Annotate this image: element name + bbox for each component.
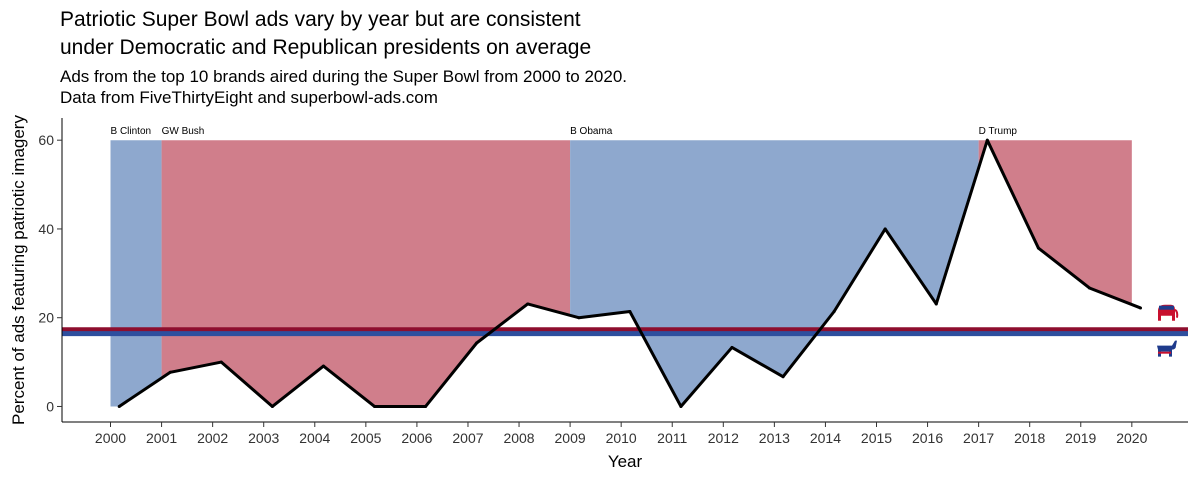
x-tick-label: 2000 [95, 430, 126, 446]
x-tick-label: 2009 [555, 430, 586, 446]
republican-elephant-icon [1158, 304, 1179, 321]
presidency-bands [110, 140, 1132, 407]
x-tick-label: 2015 [861, 430, 892, 446]
data-point [373, 404, 377, 408]
data-point [424, 404, 428, 408]
data-point [117, 404, 121, 408]
data-point [219, 360, 223, 364]
x-tick-label: 2014 [810, 430, 841, 446]
data-point [985, 138, 989, 142]
data-point [1139, 306, 1143, 310]
presidency-band-2 [570, 140, 979, 405]
y-axis-title: Percent of ads featuring patriotic image… [9, 115, 28, 425]
x-tick-label: 2011 [657, 430, 687, 446]
data-point [628, 309, 632, 313]
x-tick-label: 2019 [1065, 430, 1096, 446]
x-tick-label: 2005 [350, 430, 381, 446]
x-tick-label: 2020 [1116, 430, 1147, 446]
data-point [934, 302, 938, 306]
chart-subtitle: Ads from the top 10 brands aired during … [60, 67, 628, 107]
axes: 0 20 40 60 2000 2001 2002 2003 2004 2005 2006 2007 2… [38, 118, 1188, 446]
data-point [577, 316, 581, 320]
presidency-label-3: D Trump [979, 126, 1018, 137]
data-point [1036, 246, 1040, 250]
data-point [270, 404, 274, 408]
party-icons [1157, 304, 1179, 357]
data-point [781, 375, 785, 379]
presidency-band-1 [161, 140, 571, 407]
x-tick-label: 2008 [503, 430, 534, 446]
x-tick-label: 2006 [401, 430, 432, 446]
chart-title: Patriotic Super Bowl ads vary by year bu… [60, 8, 592, 59]
x-tick-label: 2001 [146, 430, 177, 446]
y-tick-label: 40 [38, 221, 54, 237]
presidency-band-0 [110, 140, 162, 407]
data-point [526, 302, 530, 306]
x-tick-label: 2010 [606, 430, 637, 446]
x-tick-label: 2018 [1014, 430, 1045, 446]
data-point [730, 345, 734, 349]
data-point [168, 370, 172, 374]
data-point [475, 341, 479, 345]
donkey-body [1157, 340, 1177, 357]
x-tick-label: 2017 [963, 430, 994, 446]
x-tick-label: 2016 [912, 430, 943, 446]
x-axis-title: Year [608, 452, 643, 471]
presidency-label-2: B Obama [570, 126, 613, 137]
elephant-stripe [1159, 305, 1174, 310]
x-tick-label: 2002 [197, 430, 228, 446]
presidency-band-3 [978, 140, 1132, 305]
data-point [1087, 286, 1091, 290]
x-tick-label: 2013 [759, 430, 790, 446]
y-tick-label: 20 [38, 310, 54, 326]
y-tick-label: 60 [38, 132, 54, 148]
x-tick-label: 2007 [452, 430, 483, 446]
x-tick-label: 2004 [299, 430, 330, 446]
data-point [321, 364, 325, 368]
x-tick-label: 2003 [248, 430, 279, 446]
elephant-trunk [1174, 308, 1179, 318]
democrat-donkey-icon [1157, 340, 1177, 357]
data-point [679, 404, 683, 408]
party-average-lines [62, 327, 1188, 337]
presidency-label-0: B Clinton [111, 126, 152, 137]
data-point [883, 227, 887, 231]
data-point [832, 309, 836, 313]
presidency-labels: B Clinton GW Bush B Obama D Trump [111, 126, 1018, 137]
y-tick-label: 0 [46, 398, 54, 414]
x-tick-label: 2012 [708, 430, 739, 446]
presidency-label-1: GW Bush [162, 126, 205, 137]
data-series [117, 138, 1143, 408]
